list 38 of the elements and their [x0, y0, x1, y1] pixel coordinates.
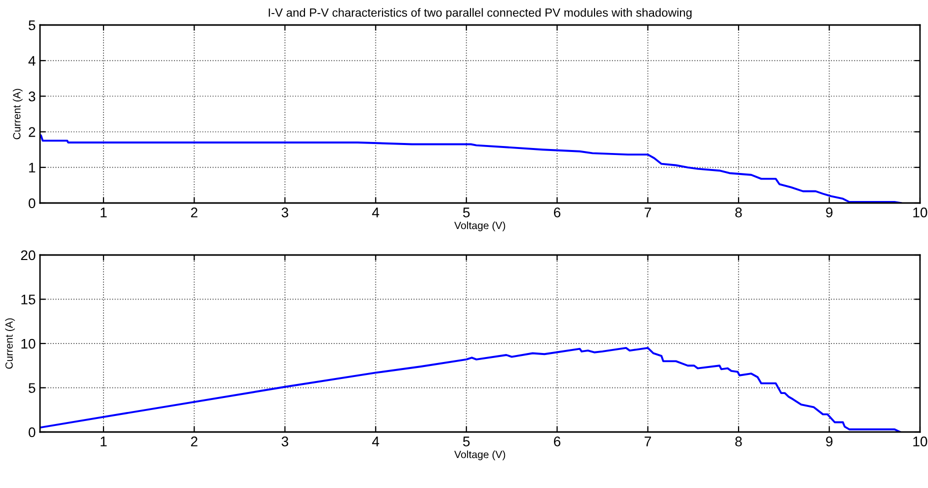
x-tick-label: 1	[100, 208, 107, 218]
x-tick-label: 8	[735, 436, 742, 446]
x-tick-label: 3	[282, 208, 288, 218]
y-tick-label: 1	[29, 162, 36, 172]
x-tick-label: 10	[913, 208, 928, 218]
x-axis-title: Voltage (V)	[454, 450, 506, 460]
chart-title: I-V and P-V characteristics of two parallel connected PV modules with shadowing	[268, 8, 692, 20]
x-tick-label: 2	[191, 436, 198, 446]
y-tick-label: 4	[28, 56, 36, 66]
line-series	[40, 346, 902, 432]
x-tick-label: 9	[826, 208, 832, 218]
y-tick-label: 3	[28, 92, 36, 102]
y-tick-label: 2	[28, 127, 36, 137]
y-tick-label: 0	[28, 427, 36, 438]
line-series	[40, 134, 902, 203]
y-tick-label: 20	[21, 250, 36, 260]
x-tick-label: 4	[372, 436, 380, 446]
y-tick-label: 0	[28, 198, 36, 208]
y-axis-title: Current (A)	[12, 88, 23, 140]
y-axis-title: Current (A)	[5, 318, 15, 369]
x-tick-label: 10	[913, 436, 928, 446]
y-tick-label: 10	[21, 338, 36, 349]
x-tick-label: 8	[735, 208, 742, 218]
x-tick-label: 3	[282, 436, 288, 446]
x-tick-label: 7	[644, 436, 651, 446]
x-tick-label: 1	[100, 436, 107, 446]
x-tick-label: 5	[463, 436, 470, 446]
x-tick-label: 2	[191, 208, 198, 218]
x-axis-title: Voltage (V)	[454, 222, 506, 232]
y-tick-label: 5	[28, 383, 36, 393]
x-tick-label: 6	[554, 208, 560, 218]
x-tick-label: 6	[554, 436, 560, 446]
x-tick-label: 4	[372, 208, 380, 218]
x-tick-label: 5	[463, 208, 470, 218]
x-tick-label: 7	[644, 208, 651, 218]
y-tick-label: 15	[21, 294, 36, 304]
x-tick-label: 9	[826, 436, 832, 446]
y-tick-label: 5	[28, 20, 36, 30]
